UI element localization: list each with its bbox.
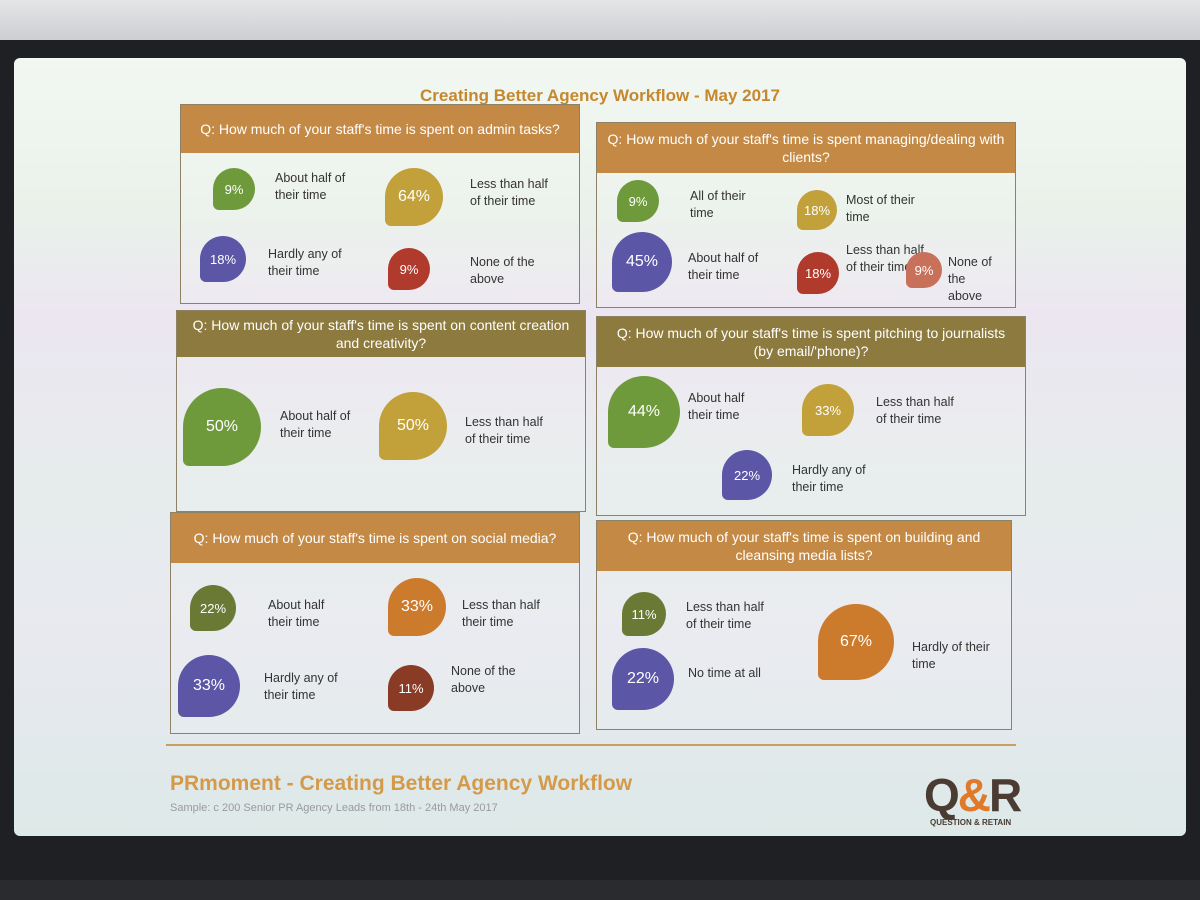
percentage-bubble: 67% [818,604,894,680]
percentage-bubble: 50% [183,388,261,466]
question-header: Q: How much of your staff's time is spen… [597,123,1015,173]
logo-ampersand: & [957,769,991,821]
logo-q: Q [924,769,960,821]
floor-strip [0,880,1200,900]
percentage-bubble: 64% [385,168,443,226]
logo-r: R [989,769,1022,821]
percentage-bubble: 9% [213,168,255,210]
answer-label: Hardly of their time [912,640,990,671]
percentage-bubble: 18% [200,236,246,282]
answer-label: About half of their time [280,409,351,440]
answer-label: None of the above [451,664,516,695]
survey-panel: Q: How much of your staff's time is spen… [180,104,580,304]
answer-label: About half of their time [688,251,759,282]
survey-panel: Q: How much of your staff's time is spen… [170,512,580,734]
answer-label: About half of their time [275,171,346,202]
percentage-bubble: 22% [190,585,236,631]
percentage-bubble: 9% [388,248,430,290]
percentage-bubble: 22% [612,648,674,710]
answer-label: About half their time [268,598,325,629]
percentage-bubble: 9% [906,252,942,288]
answer-label: Less than half of their time [470,177,548,208]
answer-label: No time at all [688,666,761,680]
question-header: Q: How much of your staff's time is spen… [597,521,1011,571]
answer-label: None of the above [948,255,992,303]
question-header: Q: How much of your staff's time is spen… [597,317,1025,367]
logo-tagline: QUESTION & RETAIN [930,818,1012,827]
answer-label: All of their time [690,189,746,220]
answer-label: None of the above [470,255,535,286]
percentage-bubble: 33% [178,655,240,717]
answer-label: Most of their time [846,193,915,224]
percentage-bubble: 11% [622,592,666,636]
answer-label: Less than half their time [462,598,540,629]
percentage-bubble: 9% [617,180,659,222]
answer-label: Less than half of their time [686,600,764,631]
percentage-bubble: 33% [388,578,446,636]
percentage-bubble: 50% [379,392,447,460]
footer-divider [166,744,1016,746]
percentage-bubble: 11% [388,665,434,711]
percentage-bubble: 22% [722,450,772,500]
answer-label: Hardly any of their time [792,463,866,494]
answer-label: Hardly any of their time [264,671,338,702]
percentage-bubble: 18% [797,190,837,230]
question-header: Q: How much of your staff's time is spen… [171,513,579,563]
answer-label: Less than half of their time [846,243,924,274]
footer-sample-note: Sample: c 200 Senior PR Agency Leads fro… [170,802,498,814]
question-header: Q: How much of your staff's time is spen… [177,311,585,357]
answer-label: Less than half of their time [465,415,543,446]
slide-title: Creating Better Agency Workflow - May 20… [420,86,780,105]
percentage-bubble: 18% [797,252,839,294]
percentage-bubble: 33% [802,384,854,436]
answer-label: Less than half of their time [876,395,954,426]
footer-title: PRmoment - Creating Better Agency Workfl… [170,772,633,795]
answer-label: About half their time [688,391,745,422]
answer-label: Hardly any of their time [268,247,342,278]
question-header: Q: How much of your staff's time is spen… [181,105,579,153]
percentage-bubble: 45% [612,232,672,292]
percentage-bubble: 44% [608,376,680,448]
qr-logo: Q&R [924,768,1022,822]
